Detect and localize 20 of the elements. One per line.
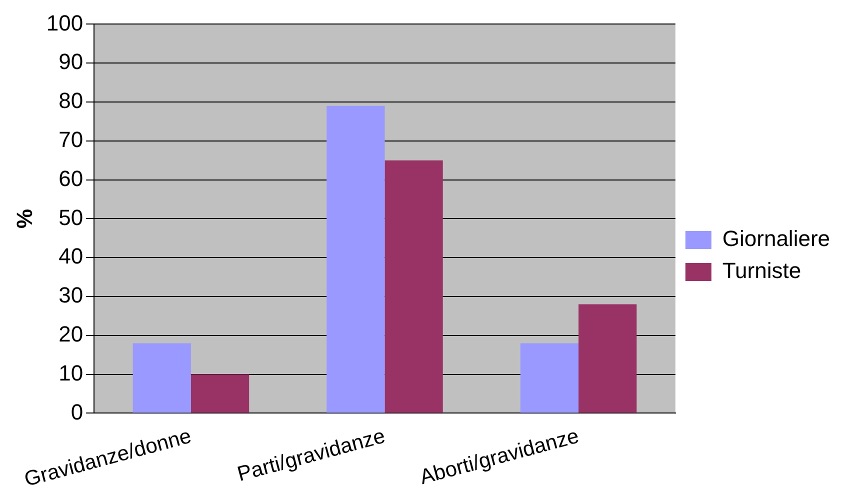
y-tick-label: 10: [58, 360, 84, 386]
y-tick-label: 80: [58, 88, 84, 114]
y-tick-label: 100: [46, 10, 84, 36]
bar: [578, 304, 637, 413]
bar: [190, 374, 250, 413]
y-tick-label: 60: [58, 166, 84, 191]
legend-label: Giornaliere: [722, 226, 830, 252]
y-axis-title: %: [12, 208, 38, 228]
y-tick-label: 40: [58, 244, 84, 269]
bar: [132, 343, 191, 413]
y-tick-label: 50: [58, 204, 84, 230]
bar: [326, 106, 385, 413]
y-tick-label: 90: [58, 49, 84, 74]
y-tick-label: 70: [58, 126, 84, 152]
y-tick-label: 20: [58, 321, 84, 346]
bar: [384, 160, 443, 413]
legend-label: Turniste: [722, 258, 802, 284]
y-tick-label: 30: [58, 282, 84, 308]
y-tick-label: 0: [70, 399, 84, 424]
bar: [520, 343, 579, 413]
